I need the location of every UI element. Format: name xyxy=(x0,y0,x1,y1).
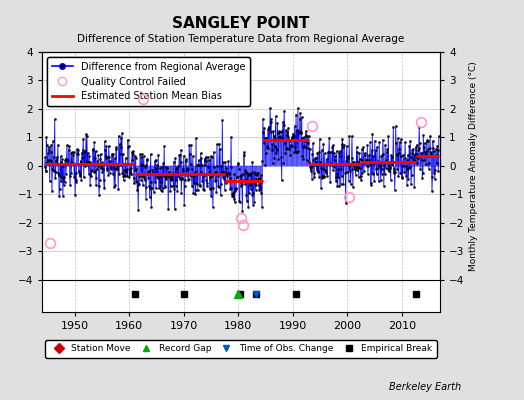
Text: SANGLEY POINT: SANGLEY POINT xyxy=(172,16,310,31)
Legend: Difference from Regional Average, Quality Control Failed, Estimated Station Mean: Difference from Regional Average, Qualit… xyxy=(47,57,250,106)
Legend: Station Move, Record Gap, Time of Obs. Change, Empirical Break: Station Move, Record Gap, Time of Obs. C… xyxy=(45,340,437,358)
Text: Berkeley Earth: Berkeley Earth xyxy=(389,382,461,392)
Y-axis label: Monthly Temperature Anomaly Difference (°C): Monthly Temperature Anomaly Difference (… xyxy=(469,61,478,271)
Text: Difference of Station Temperature Data from Regional Average: Difference of Station Temperature Data f… xyxy=(78,34,405,44)
